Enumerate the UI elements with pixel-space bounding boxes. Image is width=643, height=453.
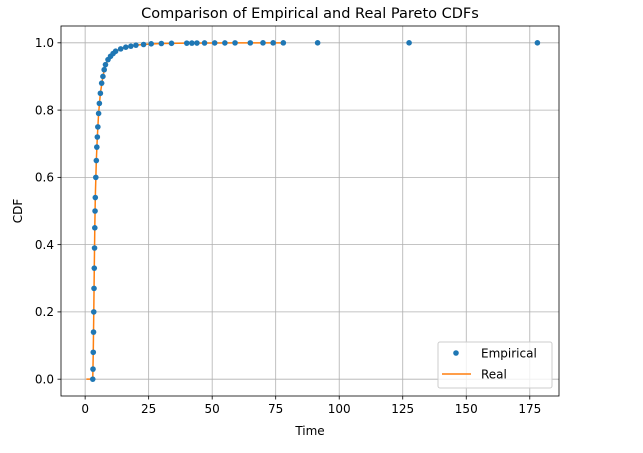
empirical-point [91, 245, 98, 251]
empirical-point [168, 40, 175, 47]
empirical-point [96, 100, 103, 107]
legend-box [437, 341, 553, 389]
x-tick-label: 100 [328, 402, 351, 416]
empirical-point [91, 265, 98, 271]
empirical-point [89, 376, 96, 382]
x-tick-label: 125 [391, 402, 414, 416]
empirical-point [232, 40, 238, 46]
empirical-point [93, 174, 99, 181]
empirical-point [91, 225, 98, 231]
empirical-point [314, 40, 321, 46]
empirical-point [222, 40, 228, 46]
empirical-point [270, 40, 276, 46]
empirical-point [90, 349, 97, 356]
empirical-point [128, 43, 134, 49]
empirical-point [101, 66, 107, 73]
empirical-point [183, 40, 190, 46]
y-tick-label: 0.2 [35, 305, 54, 319]
legend-real-label: Real [481, 368, 507, 382]
empirical-point [122, 44, 129, 50]
empirical-point [194, 40, 200, 46]
empirical-point [97, 90, 104, 97]
legend: Empirical Real [437, 341, 553, 389]
x-tick-label: 150 [455, 402, 478, 416]
empirical-point [260, 40, 266, 46]
empirical-point [90, 366, 96, 372]
x-tick-label: 75 [268, 402, 283, 416]
x-axis-label: Time [294, 424, 324, 438]
empirical-point [133, 42, 139, 48]
y-tick-label: 0.4 [35, 238, 54, 252]
empirical-point [91, 285, 97, 292]
x-tick-label: 0 [81, 402, 89, 416]
x-tick-label: 175 [518, 402, 541, 416]
x-tick-label: 50 [205, 402, 220, 416]
chart-title: Comparison of Empirical and Real Pareto … [141, 6, 479, 22]
y-axis-label: CDF [11, 199, 25, 224]
empirical-point [534, 40, 541, 46]
empirical-point [140, 41, 147, 48]
empirical-point [158, 40, 165, 47]
empirical-point [189, 40, 195, 46]
x-tick-label: 25 [141, 402, 156, 416]
ticks-layer: 0 25 50 75 100 125 150 175 0.0 0.2 0.4 0.6 0.8 1.0 [35, 36, 541, 416]
empirical-series-layer [89, 40, 541, 382]
empirical-point [280, 40, 287, 46]
empirical-point [93, 157, 100, 164]
empirical-point [92, 194, 99, 201]
empirical-point [201, 40, 208, 46]
empirical-point [94, 144, 100, 150]
empirical-point [98, 80, 105, 86]
empirical-point [94, 134, 101, 140]
y-tick-label: 0.8 [35, 103, 54, 117]
empirical-point [92, 208, 98, 214]
empirical-point [148, 41, 154, 47]
y-tick-label: 1.0 [35, 36, 54, 50]
empirical-point [95, 124, 101, 130]
empirical-point [247, 40, 254, 46]
grid-layer [61, 26, 559, 396]
empirical-point [102, 61, 109, 68]
empirical-point [112, 48, 119, 55]
empirical-point [90, 329, 97, 335]
empirical-point [406, 40, 412, 46]
empirical-point [95, 110, 102, 117]
legend-empirical-label: Empirical [481, 347, 537, 361]
empirical-point [117, 46, 124, 52]
legend-empirical-marker [453, 350, 459, 356]
y-tick-label: 0.0 [35, 372, 54, 386]
plot-frame [60, 25, 560, 397]
empirical-point [211, 40, 218, 46]
empirical-point [90, 309, 97, 315]
y-tick-label: 0.6 [35, 171, 54, 185]
empirical-point [100, 73, 106, 80]
